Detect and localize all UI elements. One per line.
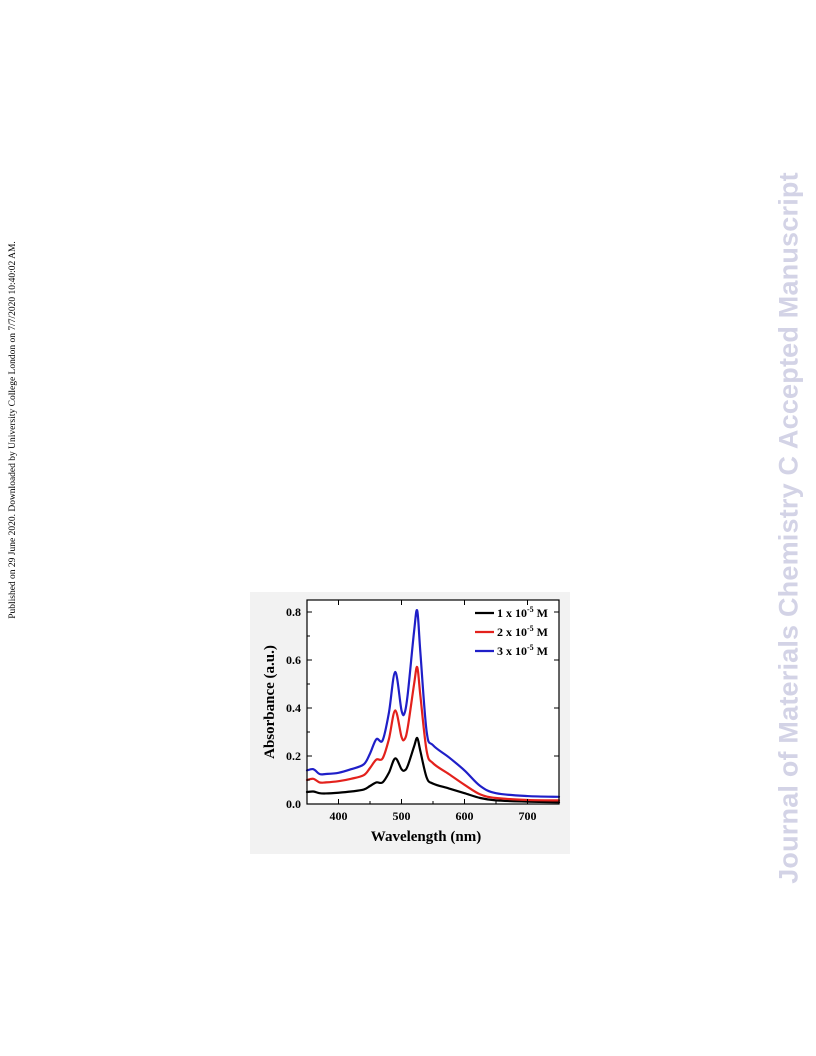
- x-tick-label: 400: [330, 809, 348, 823]
- x-axis-label: Wavelength (nm): [371, 829, 481, 845]
- y-tick-label: 0.8: [286, 605, 301, 619]
- legend-label-1: 1 x 10-5 M: [497, 605, 548, 620]
- series-layer: [305, 608, 561, 804]
- absorbance-chart: 400 500 600 700 0.0 0.2 0.4 0.6 0.8 Wavelength (…: [250, 592, 570, 854]
- download-notice-text: Published on 29 June 2020. Downloaded by…: [8, 241, 18, 619]
- y-tick-label: 0.2: [286, 749, 301, 763]
- series-line-1: [305, 736, 561, 804]
- y-tick-label: 0.6: [286, 653, 301, 667]
- x-tick-label: 600: [456, 809, 474, 823]
- legend-label-3: 3 x 10-5 M: [497, 643, 548, 658]
- legend: 1 x 10-5 M 2 x 10-5 M 3 x 10-5 M: [475, 605, 548, 658]
- x-tick-label: 700: [519, 809, 537, 823]
- y-tick-label: 0.0: [286, 797, 301, 811]
- series-line-3: [305, 608, 561, 798]
- y-tick-label: 0.4: [286, 701, 301, 715]
- x-tick-label: 500: [393, 809, 411, 823]
- legend-label-2: 2 x 10-5 M: [497, 624, 548, 639]
- tick-layer: 400 500 600 700 0.0 0.2 0.4 0.6 0.8: [286, 600, 560, 823]
- series-line-2: [305, 665, 561, 802]
- journal-watermark-text: Journal of Materials Chemistry C Accepte…: [773, 172, 804, 884]
- y-axis-label: Absorbance (a.u.): [262, 645, 278, 759]
